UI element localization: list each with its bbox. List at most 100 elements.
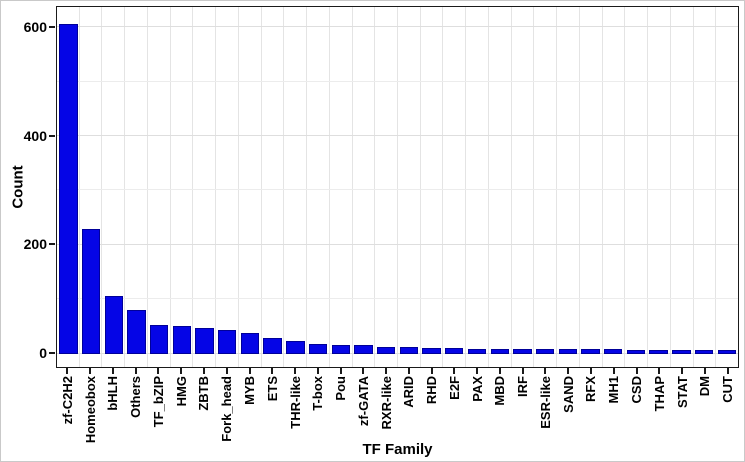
x-tick-cell-CSD — [625, 368, 648, 374]
x-tick-ZBTB — [202, 368, 205, 374]
x-tick-zf-C2H2 — [66, 368, 69, 374]
x-tick-bHLH — [111, 368, 114, 374]
gridline-x-2 — [101, 7, 124, 367]
bar-MBD — [490, 348, 509, 354]
x-tick-cell-STAT — [671, 368, 694, 374]
x-tick-label-ARID: ARID — [401, 376, 417, 408]
gridline-x-11 — [306, 7, 329, 367]
x-tick-label-STAT: STAT — [674, 376, 690, 409]
x-tick-cell-SAND — [557, 368, 580, 374]
bar-slot-Pou — [329, 7, 352, 367]
gridline-x-17 — [442, 7, 465, 367]
x-tick-label-Fork_head: Fork_head — [219, 376, 235, 442]
bar-slot-THR-like — [284, 7, 307, 367]
gridline-x-26 — [647, 7, 670, 367]
bar-Fork_head — [218, 329, 237, 354]
x-tick-DM — [703, 368, 706, 374]
gridline-x-6 — [192, 7, 215, 367]
bar-slot-ESR-like — [534, 7, 557, 367]
bar-CUT — [717, 349, 736, 354]
y-axis-title: Count — [9, 165, 27, 209]
x-tick-label-RXR-like: RXR-like — [378, 376, 394, 430]
x-tick-MH1 — [612, 368, 615, 374]
x-tick-label-Homeobox: Homeobox — [82, 376, 98, 444]
bar-slot-RFX — [579, 7, 602, 367]
x-tick-RXR-like — [385, 368, 388, 374]
x-tick-cell-Fork_head — [215, 368, 238, 374]
bar-RXR-like — [377, 346, 396, 354]
gridline-y-100 — [57, 298, 738, 300]
bars-layer — [57, 7, 738, 367]
gridline-x-29 — [715, 7, 738, 367]
bar-slot-IRF — [511, 7, 534, 367]
x-tick-label-SAND: SAND — [560, 376, 576, 413]
x-tick-label-ESR-like: ESR-like — [537, 376, 553, 429]
bar-MYB — [240, 332, 260, 354]
gridline-x-22 — [556, 7, 579, 367]
x-tick-ARID — [407, 368, 410, 374]
bar-MH1 — [604, 348, 623, 354]
gridline-x-19 — [487, 7, 511, 367]
bar-slot-STAT — [670, 7, 693, 367]
bar-STAT — [672, 349, 691, 354]
x-tick-label-ETS: ETS — [264, 376, 280, 402]
x-tick-label-RHD: RHD — [424, 376, 440, 405]
bar-slot-bHLH — [102, 7, 125, 367]
x-axis-ticks — [56, 368, 739, 374]
x-tick-label-RFX: RFX — [583, 376, 599, 402]
horizontal-gridlines — [57, 7, 738, 367]
x-tick-label-ZBTB: ZBTB — [196, 376, 212, 411]
bar-RHD — [422, 347, 441, 354]
gridline-x-21 — [533, 7, 556, 367]
bar-slot-MYB — [239, 7, 262, 367]
bar-slot-E2F — [443, 7, 466, 367]
gridline-y-400 — [57, 135, 738, 137]
bar-ESR-like — [535, 348, 555, 354]
bar-E2F — [445, 347, 464, 354]
gridline-x-14 — [374, 7, 397, 367]
x-tick-cell-ZBTB — [193, 368, 216, 374]
bar-slot-Homeobox — [80, 7, 103, 367]
y-tick-600 — [49, 25, 55, 28]
x-tick-cell-PAX — [466, 368, 489, 374]
x-tick-label-MH1: MH1 — [606, 376, 622, 404]
x-tick-cell-MBD — [489, 368, 512, 374]
y-tick-200 — [49, 243, 55, 246]
bar-slot-ETS — [261, 7, 284, 367]
gridline-x-16 — [419, 7, 443, 367]
gridline-x-27 — [669, 7, 693, 367]
bar-slot-MBD — [488, 7, 511, 367]
y-tick-400 — [49, 134, 55, 137]
x-tick-label-zf-GATA: zf-GATA — [355, 376, 371, 427]
x-tick-label-zf-C2H2: zf-C2H2 — [59, 376, 75, 425]
x-tick-cell-Others — [124, 368, 147, 374]
gridline-x-15 — [397, 7, 420, 367]
gridline-y-300 — [57, 189, 738, 191]
x-tick-label-HMG: HMG — [173, 376, 189, 407]
bar-slot-RXR-like — [375, 7, 398, 367]
x-tick-cell-bHLH — [102, 368, 125, 374]
gridline-x-7 — [215, 7, 238, 367]
bar-ARID — [399, 346, 419, 354]
y-tick-label-400: 400 — [23, 127, 47, 144]
x-tick-cell-ETS — [261, 368, 284, 374]
x-tick-label-PAX: PAX — [469, 376, 485, 402]
bar-slot-PAX — [466, 7, 489, 367]
x-tick-label-MYB: MYB — [242, 376, 257, 405]
x-tick-MBD — [498, 368, 501, 374]
x-tick-cell-Homeobox — [79, 368, 102, 374]
bar-ZBTB — [195, 327, 214, 354]
x-tick-cell-ARID — [397, 368, 420, 374]
x-tick-Fork_head — [225, 368, 228, 374]
bar-slot-Fork_head — [216, 7, 239, 367]
bar-Pou — [331, 344, 350, 354]
gridline-x-18 — [465, 7, 488, 367]
plot-panel — [56, 6, 739, 368]
x-tick-cell-RFX — [580, 368, 603, 374]
x-tick-cell-MH1 — [602, 368, 625, 374]
x-tick-Homeobox — [89, 368, 92, 374]
x-tick-label-E2F: E2F — [446, 376, 462, 400]
gridline-y-200 — [57, 243, 738, 245]
x-tick-PAX — [476, 368, 479, 374]
